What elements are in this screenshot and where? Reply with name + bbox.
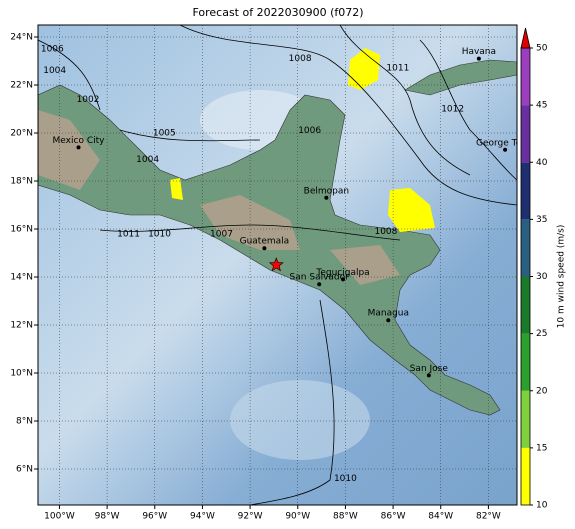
- x-tick-label: 88°W: [333, 512, 358, 522]
- wind-area: [348, 48, 380, 90]
- isobar-label: 1005: [153, 129, 176, 139]
- colorbar-tick-label: 25: [536, 329, 547, 339]
- y-tick-label: 24°N: [10, 33, 33, 43]
- city-dot: [426, 373, 431, 378]
- isobar-label: 1011: [386, 64, 409, 74]
- isobar-label: 1007: [210, 229, 233, 239]
- colorbar-tick-label: 50: [536, 44, 548, 54]
- isobar-label: 1010: [334, 474, 357, 484]
- city-label: Mexico City: [53, 136, 106, 146]
- y-tick-label: 22°N: [10, 81, 33, 91]
- colorbar: 10 15 20 25 30 35 40 45 50 10 m wind speed (m/s): [520, 27, 567, 511]
- isobar-label: 1006: [298, 126, 321, 136]
- city-dot: [317, 282, 322, 287]
- colorbar-tick-label: 10: [536, 501, 548, 511]
- colorbar-segment: [521, 276, 530, 334]
- colorbar-extend: [520, 27, 531, 49]
- terrain: [38, 110, 400, 285]
- colorbar-segment: [521, 162, 530, 220]
- colorbar-segment: [521, 105, 530, 163]
- y-tick-label: 14°N: [10, 273, 33, 283]
- colorbar-segment: [521, 219, 530, 277]
- city-dot: [341, 277, 346, 282]
- isobar-label: 1004: [43, 66, 66, 76]
- isobar-label: 1010: [148, 229, 171, 239]
- island: [404, 59, 517, 96]
- isobar-label: 1006: [41, 45, 64, 55]
- city-label: George Town: [476, 138, 534, 148]
- colorbar-tick-label: 45: [536, 101, 547, 111]
- isobar: [38, 39, 101, 111]
- map-title: Forecast of 2022030900 (f072): [192, 6, 363, 19]
- city-dot: [503, 147, 508, 152]
- x-tick-label: 98°W: [95, 512, 120, 522]
- wind-area: [170, 178, 183, 200]
- colorbar-segment: [521, 447, 530, 505]
- colorbar-segment: [521, 333, 530, 391]
- isobar: [119, 129, 261, 142]
- location-marker: [268, 257, 284, 272]
- isobar-label: 1004: [136, 155, 159, 165]
- isobar: [249, 299, 335, 505]
- city-label: Tegucigalpa: [315, 268, 369, 278]
- x-tick-label: 92°W: [238, 512, 263, 522]
- wind-area: [388, 188, 435, 232]
- colorbar-segment: [521, 390, 530, 448]
- overlay: 1006 1004 1002 1008 1011 1012 1005 1004 1006 1011…: [41, 45, 534, 485]
- y-tick-label: 8°N: [16, 417, 33, 427]
- colorbar-tick-label: 40: [536, 158, 548, 168]
- x-tick-label: 86°W: [381, 512, 406, 522]
- isobar: [419, 39, 517, 181]
- colorbar-tick-label: 30: [536, 272, 548, 282]
- map-body: 1006 1004 1002 1008 1011 1012 1005 1004 1006 1011…: [38, 25, 534, 505]
- map-frame: [37, 24, 518, 506]
- y-tick-label: 6°N: [16, 465, 33, 475]
- city-label: San Salvador: [290, 273, 350, 283]
- city-dot: [476, 56, 481, 61]
- y-tick-label: 18°N: [10, 177, 33, 187]
- city-dot: [386, 318, 391, 323]
- colorbar-label: 10 m wind speed (m/s): [557, 225, 567, 329]
- y-tick-label: 20°N: [10, 129, 33, 139]
- colorbar-tick-label: 35: [536, 215, 547, 225]
- city-label: San Jose: [410, 364, 449, 374]
- city-label: Guatemala: [240, 237, 290, 247]
- isobar-label: 1011: [117, 229, 140, 239]
- city-label: Managua: [368, 309, 409, 319]
- x-tick-label: 96°W: [142, 512, 167, 522]
- isobar: [179, 25, 517, 206]
- y-tick-label: 16°N: [10, 225, 33, 235]
- x-tick-label: 82°W: [476, 512, 501, 522]
- x-tick-label: 90°W: [285, 512, 310, 522]
- x-tick-label: 100°W: [44, 512, 75, 522]
- city-label: Belmopan: [304, 186, 349, 196]
- grid: [38, 25, 517, 505]
- sea-shade: [230, 380, 370, 460]
- city-dot: [262, 246, 267, 251]
- city-dot: [324, 195, 329, 200]
- x-tick-label: 94°W: [190, 512, 215, 522]
- x-tick-label: 84°W: [428, 512, 453, 522]
- colorbar-tick-label: 20: [536, 386, 548, 396]
- y-tick-label: 12°N: [10, 321, 33, 331]
- isobar-label: 1008: [289, 54, 312, 64]
- colorbar-segment: [521, 48, 530, 106]
- city-label: Havana: [462, 47, 496, 57]
- isobar-label: 1012: [441, 105, 464, 115]
- isobar: [99, 224, 401, 241]
- y-tick-label: 10°N: [10, 369, 33, 379]
- isobar-label: 1002: [77, 95, 100, 105]
- colorbar-tick-label: 15: [536, 443, 547, 453]
- isobar: [339, 25, 471, 176]
- city-dot: [76, 145, 81, 150]
- isobar-label: 1008: [374, 227, 397, 237]
- axes: 100°W 98°W 96°W 94°W 92°W 90°W 88°W 86°W 84°W 82°…: [10, 33, 501, 522]
